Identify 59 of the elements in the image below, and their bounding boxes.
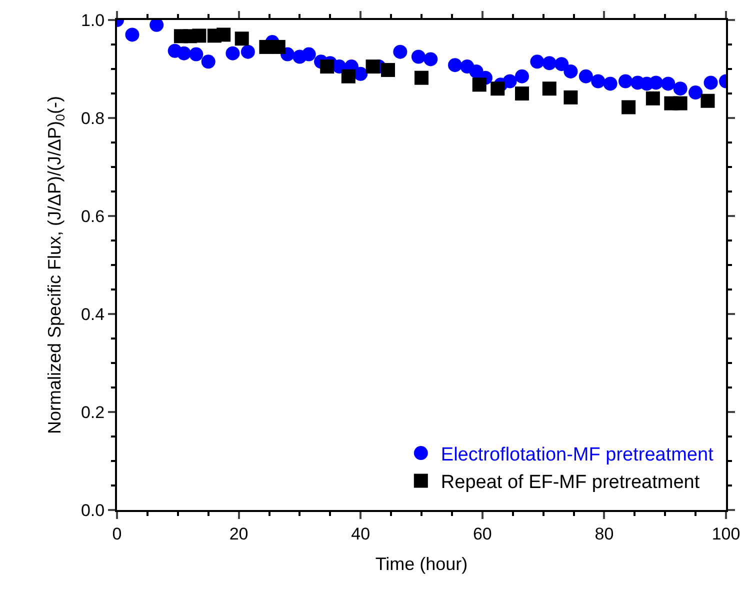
point <box>414 70 428 85</box>
x-tick-label: 40 <box>351 524 370 544</box>
point <box>542 56 556 70</box>
point <box>302 47 316 62</box>
y-tick-label: 0.8 <box>80 108 105 128</box>
point <box>366 60 380 74</box>
y-tick-label: 1.0 <box>80 10 105 30</box>
y-tick-label: 0.0 <box>80 500 105 520</box>
point <box>216 28 231 42</box>
point <box>490 82 505 96</box>
point <box>393 44 408 59</box>
point <box>234 32 249 46</box>
x-tick-label: 100 <box>712 524 740 544</box>
y-tick-label: 0.4 <box>80 304 105 324</box>
point <box>603 76 618 91</box>
point <box>700 94 715 108</box>
point <box>502 74 517 88</box>
point <box>564 64 578 78</box>
point <box>226 46 240 60</box>
point <box>514 86 529 100</box>
point <box>554 57 569 72</box>
legend-label: Repeat of EF-MF pretreatment <box>440 472 700 494</box>
point <box>673 82 688 96</box>
point <box>125 28 140 42</box>
point <box>201 54 216 69</box>
legend-label: Electroflotation-MF pretreatment <box>440 444 714 466</box>
point <box>472 78 486 92</box>
point <box>542 82 556 96</box>
point <box>192 28 206 43</box>
point <box>189 47 204 62</box>
point <box>578 69 593 84</box>
point <box>661 76 676 91</box>
point <box>688 86 703 100</box>
point <box>618 74 633 88</box>
point <box>341 69 356 84</box>
x-tick-label: 0 <box>112 524 122 544</box>
point <box>648 76 663 90</box>
y-tick-label: 0.6 <box>80 206 105 226</box>
point <box>622 100 636 114</box>
point <box>530 54 544 69</box>
x-axis-title: Time (hour) <box>375 554 468 574</box>
point <box>448 58 462 72</box>
point <box>240 44 255 59</box>
y-tick-label: 0.2 <box>80 402 105 422</box>
point <box>381 62 396 77</box>
x-tick-label: 80 <box>594 524 614 544</box>
point <box>673 96 688 110</box>
point <box>424 52 438 66</box>
x-tick-label: 60 <box>472 524 492 544</box>
x-tick-label: 20 <box>229 524 248 544</box>
point <box>564 90 578 104</box>
point <box>411 50 426 64</box>
point <box>271 40 286 54</box>
point <box>704 76 718 90</box>
point <box>176 46 191 60</box>
point <box>320 60 334 74</box>
point <box>646 91 660 106</box>
point <box>591 74 606 88</box>
point <box>514 69 529 84</box>
